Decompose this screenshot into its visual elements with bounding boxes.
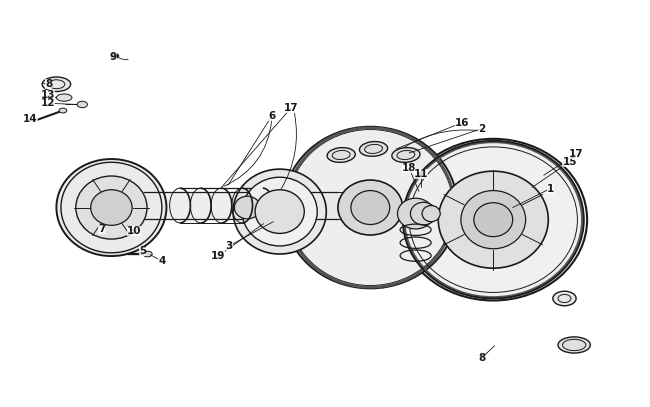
Ellipse shape — [351, 190, 390, 225]
Ellipse shape — [42, 77, 71, 92]
Text: 13: 13 — [41, 90, 55, 100]
Text: 17: 17 — [284, 103, 298, 113]
Text: 17: 17 — [569, 149, 584, 159]
Text: 7: 7 — [98, 224, 105, 234]
Text: 4: 4 — [158, 256, 166, 266]
Ellipse shape — [461, 190, 526, 249]
Ellipse shape — [255, 190, 304, 233]
Ellipse shape — [76, 176, 147, 239]
Ellipse shape — [558, 337, 590, 353]
Ellipse shape — [233, 169, 326, 254]
Text: 2: 2 — [478, 124, 486, 134]
Ellipse shape — [400, 139, 587, 300]
Circle shape — [59, 108, 67, 113]
Ellipse shape — [57, 159, 166, 256]
Circle shape — [111, 54, 118, 58]
Ellipse shape — [57, 94, 72, 101]
Ellipse shape — [91, 190, 132, 225]
Ellipse shape — [392, 148, 420, 162]
Ellipse shape — [474, 203, 513, 236]
Ellipse shape — [359, 142, 387, 156]
Text: 9: 9 — [110, 52, 117, 62]
Text: 14: 14 — [23, 114, 38, 124]
Text: 8: 8 — [478, 353, 486, 363]
Circle shape — [552, 291, 576, 306]
Text: 3: 3 — [226, 241, 233, 251]
Text: 11: 11 — [413, 169, 428, 179]
Ellipse shape — [410, 202, 436, 225]
Circle shape — [77, 101, 88, 108]
Circle shape — [143, 251, 152, 257]
Ellipse shape — [398, 198, 434, 229]
Text: 16: 16 — [455, 118, 469, 128]
Ellipse shape — [327, 148, 356, 162]
Ellipse shape — [235, 196, 260, 219]
Text: 19: 19 — [211, 251, 226, 261]
Ellipse shape — [242, 177, 317, 246]
Ellipse shape — [338, 180, 402, 235]
Ellipse shape — [422, 206, 440, 222]
Text: 18: 18 — [402, 163, 417, 173]
Text: 6: 6 — [268, 111, 276, 121]
Text: 12: 12 — [41, 98, 55, 108]
Text: 1: 1 — [547, 184, 554, 194]
Ellipse shape — [283, 127, 458, 289]
Text: 10: 10 — [127, 226, 141, 236]
Ellipse shape — [438, 171, 549, 268]
Text: 15: 15 — [562, 157, 577, 167]
Text: 5: 5 — [139, 246, 146, 256]
Text: 8: 8 — [45, 79, 52, 89]
